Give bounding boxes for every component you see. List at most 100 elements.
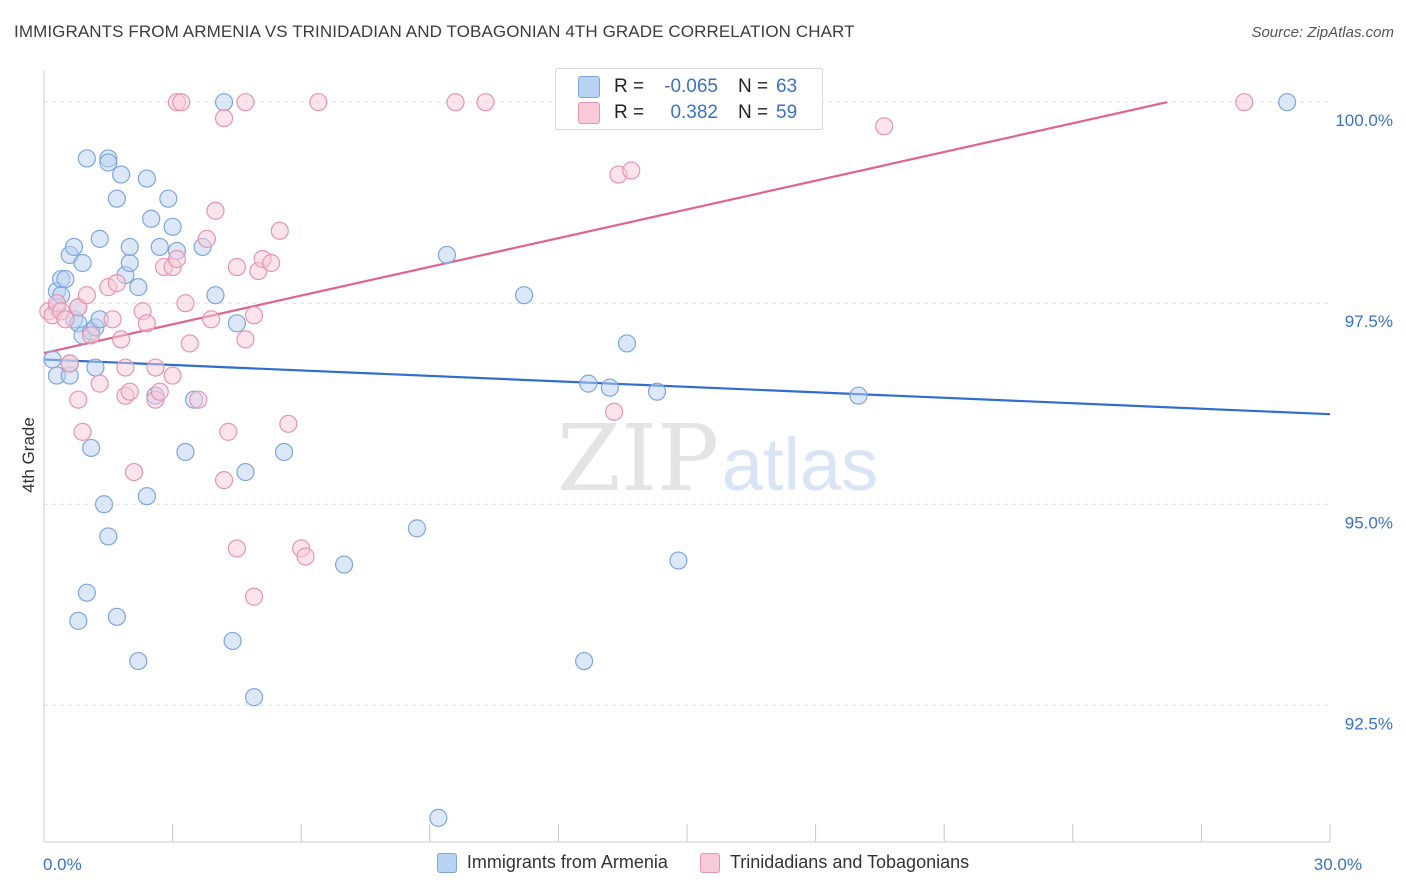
watermark-atlas: atlas: [722, 423, 878, 506]
y-tick-label: 92.5%: [1345, 714, 1393, 733]
r-label: R =: [614, 76, 645, 97]
watermark: ZIP atlas: [557, 405, 878, 512]
legend-item-trinidad[interactable]: Trinidadians and Tobagonians: [699, 852, 969, 873]
data-point: [262, 253, 281, 273]
data-point: [309, 93, 328, 112]
n-value: 63: [776, 76, 798, 97]
data-point: [227, 539, 246, 558]
x-tick-label: 0.0%: [43, 855, 82, 874]
data-point: [236, 462, 255, 482]
data-point: [107, 274, 126, 293]
data-point: [107, 189, 126, 208]
tick-labels: 100.0% 97.5% 95.0% 92.5% 0.0% 30.0%: [43, 111, 1393, 874]
data-point: [77, 149, 96, 168]
r-value: -0.065: [664, 76, 718, 97]
axes: [43, 70, 1331, 843]
data-point: [219, 422, 238, 441]
data-point: [429, 808, 448, 827]
data-point: [112, 165, 131, 184]
data-points: [39, 93, 1297, 827]
chart-title: IMMIGRANTS FROM ARMENIA VS TRINIDADIAN A…: [14, 22, 855, 41]
data-point: [82, 438, 101, 458]
series-trinidad: [39, 93, 1254, 606]
data-point: [86, 358, 105, 377]
data-point: [99, 153, 118, 172]
data-point: [99, 527, 118, 546]
legend: Immigrants from Armenia Trinidadians and…: [0, 852, 1406, 873]
chart-source: Source: ZipAtlas.com: [1251, 24, 1394, 41]
stats-row-trinidad: R = 0.382 N = 59: [578, 100, 797, 126]
data-point: [159, 189, 178, 208]
stats-row-armenia: R = -0.065 N = 63: [578, 74, 797, 100]
data-point: [279, 414, 298, 433]
data-point: [56, 269, 75, 289]
data-point: [579, 374, 598, 393]
data-point: [90, 229, 109, 248]
watermark-zip: ZIP: [557, 405, 719, 512]
data-point: [244, 306, 264, 325]
data-point: [274, 442, 294, 462]
data-point: [605, 402, 624, 421]
data-point: [437, 245, 457, 265]
data-point: [77, 286, 96, 305]
data-point: [227, 257, 246, 277]
data-point: [1235, 93, 1254, 112]
data-point: [77, 583, 96, 602]
y-tick-label: 100.0%: [1335, 111, 1393, 130]
data-point: [150, 382, 169, 401]
data-point: [69, 611, 88, 630]
n-label: N =: [738, 76, 769, 97]
data-point: [82, 326, 101, 345]
data-point: [849, 386, 868, 405]
trend-line-trinidad: [43, 101, 1168, 355]
data-point: [202, 310, 221, 329]
data-point: [214, 109, 234, 128]
data-point: [334, 555, 354, 574]
data-point: [142, 209, 161, 228]
data-point: [90, 374, 109, 393]
data-point: [236, 93, 255, 112]
data-point: [137, 314, 156, 333]
data-point: [180, 334, 199, 353]
data-point: [622, 161, 641, 180]
data-point: [236, 330, 255, 349]
data-point: [120, 253, 139, 273]
data-point: [227, 314, 246, 333]
data-point: [206, 201, 225, 220]
data-point: [69, 390, 88, 409]
data-point: [60, 354, 79, 373]
data-point: [206, 286, 225, 305]
data-point: [103, 310, 122, 329]
trend-line-armenia: [43, 358, 1331, 416]
legend-item-armenia[interactable]: Immigrants from Armenia: [436, 852, 668, 873]
data-point: [120, 382, 139, 401]
stats-swatch-trinidad: [578, 102, 600, 124]
stats-swatch-armenia: [578, 76, 600, 98]
data-point: [575, 651, 594, 671]
r-label: R =: [614, 102, 645, 123]
legend-label-armenia: Immigrants from Armenia: [466, 852, 668, 872]
data-point: [296, 547, 315, 566]
data-point: [875, 117, 894, 136]
data-point: [64, 237, 84, 257]
data-point: [94, 495, 114, 514]
data-point: [176, 442, 195, 462]
data-point: [73, 253, 92, 273]
data-point: [270, 221, 289, 240]
data-point: [112, 330, 131, 349]
x-tick-label: 30.0%: [1314, 855, 1362, 874]
data-point: [163, 366, 182, 385]
r-value: 0.382: [670, 102, 718, 123]
y-tick-label: 97.5%: [1345, 312, 1393, 331]
data-point: [600, 378, 619, 397]
data-point: [146, 358, 165, 377]
data-point: [129, 278, 148, 297]
data-point: [107, 607, 126, 626]
data-point: [244, 688, 264, 707]
data-point: [43, 350, 62, 369]
grid-lines: [44, 101, 1330, 706]
data-point: [647, 382, 667, 401]
data-point: [617, 334, 637, 353]
stats-legend: R = -0.065 N = 63 R = 0.382 N = 59: [555, 68, 823, 130]
